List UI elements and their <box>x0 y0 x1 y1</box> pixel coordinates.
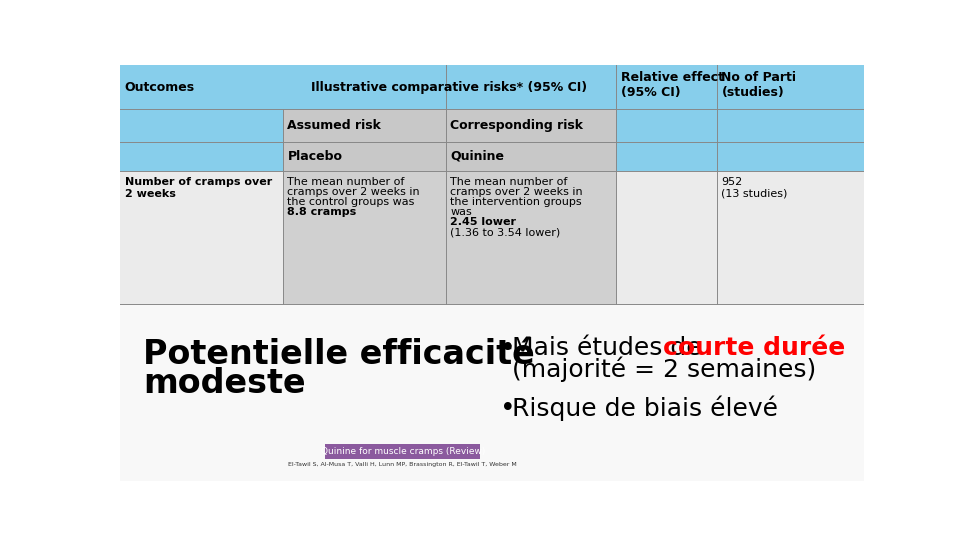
Bar <box>120 303 864 481</box>
Text: Potentielle efficacité: Potentielle efficacité <box>143 338 535 371</box>
Bar <box>717 65 864 110</box>
Text: the intervention groups: the intervention groups <box>450 197 582 207</box>
Text: Quinine: Quinine <box>450 150 504 163</box>
Text: Quinine for muscle cramps (Review): Quinine for muscle cramps (Review) <box>321 447 485 456</box>
Text: Assumed risk: Assumed risk <box>287 119 381 132</box>
Bar <box>616 142 717 171</box>
Text: Outcomes: Outcomes <box>125 80 195 93</box>
Bar <box>445 110 616 142</box>
Bar <box>616 110 717 142</box>
Text: modeste: modeste <box>143 367 306 400</box>
Bar <box>717 142 864 171</box>
Text: Number of cramps over
2 weeks: Number of cramps over 2 weeks <box>125 177 272 199</box>
Bar <box>120 171 283 303</box>
Text: Corresponding risk: Corresponding risk <box>450 119 583 132</box>
Bar <box>445 171 616 303</box>
Bar <box>616 65 717 110</box>
Text: El-Tawil S, Al-Musa T, Valli H, Lunn MP, Brassington R, El-Tawil T, Weber M: El-Tawil S, Al-Musa T, Valli H, Lunn MP,… <box>289 462 517 467</box>
Text: The mean number of: The mean number of <box>287 177 405 187</box>
Text: The mean number of: The mean number of <box>450 177 567 187</box>
Text: courte durée: courte durée <box>663 336 846 360</box>
Bar <box>616 171 717 303</box>
Bar <box>283 142 445 171</box>
Bar <box>120 110 283 142</box>
Text: Relative effect
(95% CI): Relative effect (95% CI) <box>621 71 724 99</box>
Text: Placebo: Placebo <box>287 150 343 163</box>
Bar <box>283 65 445 110</box>
Text: 8.8 cramps: 8.8 cramps <box>287 207 357 217</box>
Text: Risque de biais élevé: Risque de biais élevé <box>512 396 779 421</box>
Text: was: was <box>450 207 472 217</box>
Bar <box>325 444 480 459</box>
Text: 952
(13 studies): 952 (13 studies) <box>721 177 788 199</box>
Bar <box>717 110 864 142</box>
Text: cramps over 2 weeks in: cramps over 2 weeks in <box>450 187 583 197</box>
Text: (majorité = 2 semaines): (majorité = 2 semaines) <box>512 356 816 382</box>
Text: •: • <box>500 336 516 362</box>
Text: •: • <box>500 396 516 422</box>
Bar <box>120 65 283 110</box>
Text: Illustrative comparative risks* (95% CI): Illustrative comparative risks* (95% CI) <box>311 80 588 93</box>
Text: Mais études de: Mais études de <box>512 336 709 360</box>
Bar <box>283 171 445 303</box>
Bar <box>120 142 283 171</box>
Bar <box>717 171 864 303</box>
Bar <box>445 65 616 110</box>
Bar <box>283 110 445 142</box>
Text: cramps over 2 weeks in: cramps over 2 weeks in <box>287 187 420 197</box>
Text: 2.45 lower: 2.45 lower <box>450 217 516 227</box>
Text: the control groups was: the control groups was <box>287 197 415 207</box>
Text: No of Parti
(studies): No of Parti (studies) <box>721 71 797 99</box>
Text: (1.36 to 3.54 lower): (1.36 to 3.54 lower) <box>450 227 561 237</box>
Bar <box>445 142 616 171</box>
